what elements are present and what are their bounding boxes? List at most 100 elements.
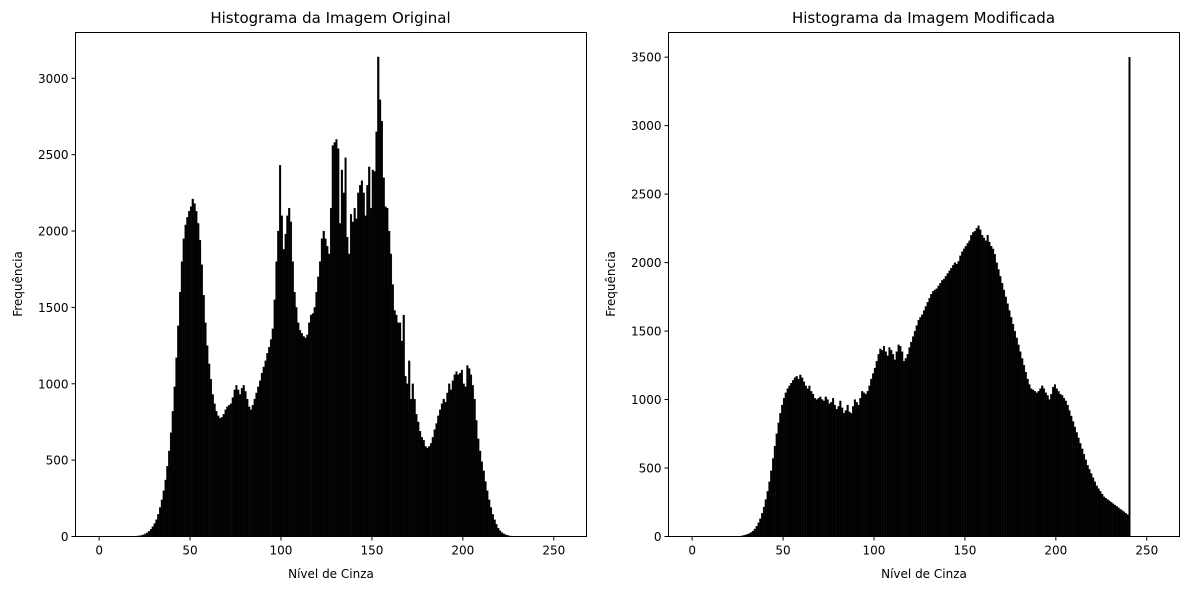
histogram-bar [251,405,254,537]
x-tick-label: 200 [451,544,474,558]
histogram-bar [326,246,329,537]
histogram-bar [930,293,933,537]
x-tick-label: 50 [775,544,790,558]
histogram-bar [222,414,225,537]
histogram-bar [479,450,482,537]
histogram-bar [313,307,316,537]
histogram-bar [371,169,374,537]
histogram-bar [868,385,871,537]
histogram-bar [795,376,798,537]
histogram-bar [793,377,796,537]
histogram-bar [224,409,227,537]
histogram-bar [393,310,396,537]
histogram-bar [857,404,860,537]
histogram-bar [1102,496,1106,537]
histogram-bar [293,292,296,537]
histogram-bar [233,389,236,537]
histogram-bar [500,532,503,537]
histogram-bar [881,350,884,537]
histogram-bar [493,519,496,537]
histogram-bar [337,148,340,537]
histogram-bar [882,346,886,537]
histogram-bar [995,262,998,537]
histogram-bar [848,411,851,537]
histogram-bar [926,302,929,537]
histogram-bar [915,325,918,537]
histogram-bar [300,333,303,537]
histogram-bar [822,400,826,537]
histogram-bar [302,336,305,537]
histogram-bar [1113,504,1116,537]
histogram-bar [1123,511,1126,537]
plot-frame [75,32,587,537]
histogram-bar [359,185,362,537]
histogram-bar [439,409,442,537]
histogram-bar [306,334,309,537]
histogram-bar [446,392,449,537]
x-axis-ticks: 0 50 100 150 200 250 [95,536,565,558]
x-tick-label: 100 [863,544,886,558]
histogram-bar [379,99,382,537]
histogram-bar [449,389,453,537]
histogram-bar [320,238,323,537]
histogram-bar [781,404,784,537]
histogram-bar [195,211,198,537]
histogram-modified-panel: Histograma da Imagem Modificada 0 50 100 15… [604,9,1180,581]
histogram-bar [206,345,209,537]
histogram-bar [282,249,285,537]
x-tick-label: 50 [182,544,197,558]
histogram-bar [1012,324,1015,537]
histogram-bar [273,299,276,537]
histogram-bar [779,413,782,537]
histogram-bar [277,230,280,537]
histogram-bar [333,142,336,537]
histogram-bar [295,307,298,537]
x-tick-label: 250 [542,544,565,558]
histogram-original-panel: Histograma da Imagem Original 0 50 100 150 2… [11,9,587,581]
histogram-bar [199,240,202,537]
histogram-bar [952,265,955,537]
histogram-bar [1121,510,1124,537]
histogram-bar [890,350,893,537]
histogram-bar [244,391,247,537]
histogram-bar [935,288,938,537]
histogram-bar [826,399,829,537]
histogram-bar [484,481,487,537]
histogram-bar [752,530,755,537]
histogram-bar [342,192,345,537]
histogram-bar [839,400,842,537]
histogram-bar [406,383,409,537]
histogram-bar [1088,469,1091,537]
histogram-bar [208,363,211,537]
histogram-bar [497,527,500,537]
histogram-bar [435,423,438,537]
histogram-bar [1077,437,1080,537]
histogram-bar [799,374,802,537]
histogram-bar [973,230,976,537]
histogram-bar [215,411,218,537]
histogram-bar [1024,372,1027,537]
histogram-bar [475,420,478,537]
histogram-bar [901,351,904,537]
histogram-bar [777,422,780,537]
x-tick-label: 150 [360,544,383,558]
x-tick-label: 0 [688,544,696,558]
histogram-bar [1082,454,1086,537]
histogram-bar [797,378,800,537]
histogram-bar [231,397,234,537]
histogram-bar [1044,392,1047,537]
histogram-bar [388,230,391,537]
histogram-bar [1070,415,1073,537]
histogram-bar [877,354,880,537]
histogram-bar [169,432,173,537]
histogram-bar [275,261,278,537]
histogram-bar [271,328,274,537]
histogram-bar [349,214,353,537]
histogram-bar [906,354,909,537]
histogram-bar [959,255,962,537]
histogram-bar [1053,384,1056,537]
histogram-bar [1015,337,1018,537]
histogram-bar [921,314,924,537]
histogram-bar [299,330,302,537]
histogram-bar [491,514,494,537]
